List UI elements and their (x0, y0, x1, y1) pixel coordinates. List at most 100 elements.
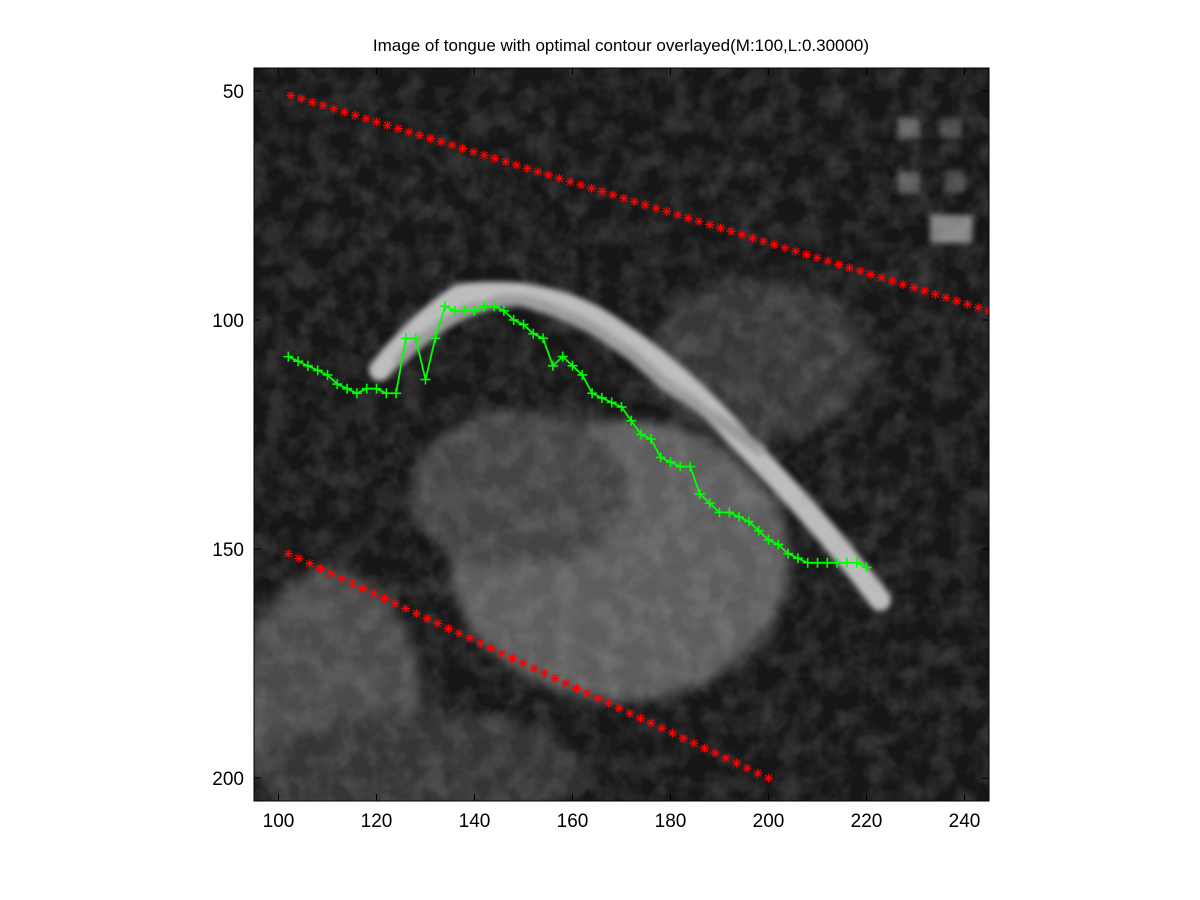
series-0 (286, 90, 989, 316)
star-marker (533, 167, 543, 177)
star-marker (379, 594, 389, 604)
star-marker (844, 263, 854, 273)
plus-marker (547, 360, 558, 371)
plus-marker (743, 516, 754, 527)
star-marker (305, 559, 315, 569)
star-marker (307, 97, 317, 107)
plus-marker (361, 383, 372, 394)
plus-marker (293, 356, 304, 367)
y-tick-label: 150 (212, 540, 244, 561)
star-marker (887, 276, 897, 286)
star-marker (337, 574, 347, 584)
plus-marker (440, 301, 451, 312)
plus-marker (469, 305, 480, 316)
star-marker (294, 554, 304, 564)
x-tick-label: 240 (949, 811, 981, 832)
star-marker (726, 226, 736, 236)
star-marker (369, 589, 379, 599)
star-marker (436, 137, 446, 147)
star-marker (582, 688, 592, 698)
star-marker (283, 549, 293, 559)
star-marker (635, 713, 645, 723)
star-marker (593, 693, 603, 703)
y-tick-label: 50 (223, 82, 244, 103)
star-marker (630, 196, 640, 206)
plus-marker (606, 397, 617, 408)
plus-marker (802, 557, 813, 568)
star-marker (554, 173, 564, 183)
plus-marker (596, 392, 607, 403)
y-tick-label: 200 (212, 769, 244, 790)
star-marker (443, 623, 453, 633)
plus-marker (479, 301, 490, 312)
plus-marker (685, 461, 696, 472)
plus-marker (538, 333, 549, 344)
star-marker (791, 246, 801, 256)
x-tick-label: 100 (263, 811, 295, 832)
star-marker (909, 283, 919, 293)
star-marker (501, 157, 511, 167)
star-marker (326, 569, 336, 579)
star-marker (318, 100, 328, 110)
star-marker (382, 120, 392, 130)
star-marker (662, 206, 672, 216)
star-marker (401, 603, 411, 613)
star-marker (646, 718, 656, 728)
plus-marker (489, 301, 500, 312)
plus-marker (675, 461, 686, 472)
star-marker (561, 678, 571, 688)
x-tick-label: 180 (655, 811, 687, 832)
plus-marker (724, 507, 735, 518)
star-marker (522, 163, 532, 173)
x-tick-label: 120 (361, 811, 393, 832)
star-marker (625, 708, 635, 718)
star-marker (475, 638, 485, 648)
plus-marker (861, 562, 872, 573)
star-marker (898, 279, 908, 289)
star-marker (597, 187, 607, 197)
plus-marker (557, 351, 568, 362)
star-marker (404, 127, 414, 137)
star-marker (710, 748, 720, 758)
star-marker (361, 114, 371, 124)
star-marker (758, 236, 768, 246)
x-tick-label: 200 (753, 811, 785, 832)
plus-marker (753, 525, 764, 536)
star-marker (753, 768, 763, 778)
star-marker (667, 728, 677, 738)
star-marker (834, 259, 844, 269)
plus-marker (645, 434, 656, 445)
plus-marker (704, 498, 715, 509)
star-marker (465, 633, 475, 643)
star-marker (539, 668, 549, 678)
star-marker (576, 180, 586, 190)
star-marker (640, 200, 650, 210)
star-marker (315, 564, 325, 574)
star-marker (699, 743, 709, 753)
axes-frame (253, 67, 990, 802)
star-marker (764, 773, 773, 783)
star-marker (347, 579, 357, 589)
plus-marker (508, 314, 519, 325)
star-marker (694, 216, 704, 226)
star-marker (550, 673, 560, 683)
star-marker (742, 763, 752, 773)
plus-marker (587, 388, 598, 399)
star-marker (920, 286, 930, 296)
star-marker (801, 249, 811, 259)
star-marker (286, 90, 296, 100)
star-marker (468, 147, 478, 157)
plus-marker (312, 365, 323, 376)
x-tick-label: 220 (851, 811, 883, 832)
star-marker (518, 658, 528, 668)
star-marker (705, 220, 715, 230)
plus-marker (841, 557, 852, 568)
star-marker (372, 117, 382, 127)
plus-marker (734, 511, 745, 522)
star-marker (855, 266, 865, 276)
plus-marker (400, 333, 411, 344)
star-marker (930, 289, 940, 299)
star-marker (486, 643, 496, 653)
plus-marker (773, 539, 784, 550)
star-marker (511, 160, 521, 170)
